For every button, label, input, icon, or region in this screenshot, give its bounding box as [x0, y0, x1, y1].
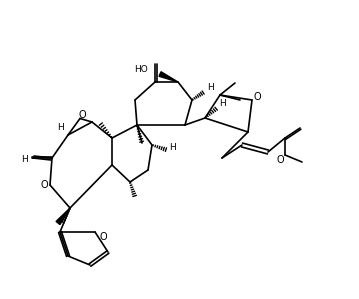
Text: O: O — [78, 111, 86, 120]
Text: H: H — [207, 83, 213, 92]
Text: H: H — [20, 155, 27, 164]
Text: O: O — [40, 180, 48, 190]
Polygon shape — [56, 208, 70, 225]
Text: O: O — [276, 155, 284, 165]
Text: HO: HO — [134, 65, 148, 74]
Text: O: O — [253, 92, 261, 102]
Text: H: H — [169, 144, 176, 152]
Text: H: H — [57, 123, 64, 132]
Text: H: H — [220, 100, 227, 109]
Polygon shape — [159, 72, 178, 82]
Text: O: O — [99, 232, 107, 242]
